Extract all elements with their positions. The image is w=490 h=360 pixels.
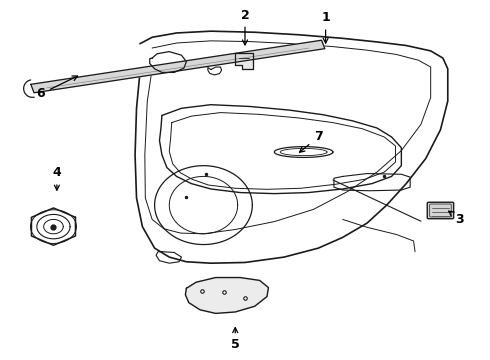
FancyBboxPatch shape (427, 202, 454, 219)
Text: 1: 1 (321, 12, 330, 43)
Text: 7: 7 (299, 130, 323, 152)
Text: 6: 6 (36, 76, 77, 100)
Polygon shape (235, 53, 253, 69)
Text: 3: 3 (449, 211, 465, 226)
Text: 2: 2 (241, 9, 249, 45)
Polygon shape (185, 278, 269, 314)
Text: 4: 4 (52, 166, 61, 190)
Text: 5: 5 (231, 328, 240, 351)
Polygon shape (31, 40, 325, 93)
